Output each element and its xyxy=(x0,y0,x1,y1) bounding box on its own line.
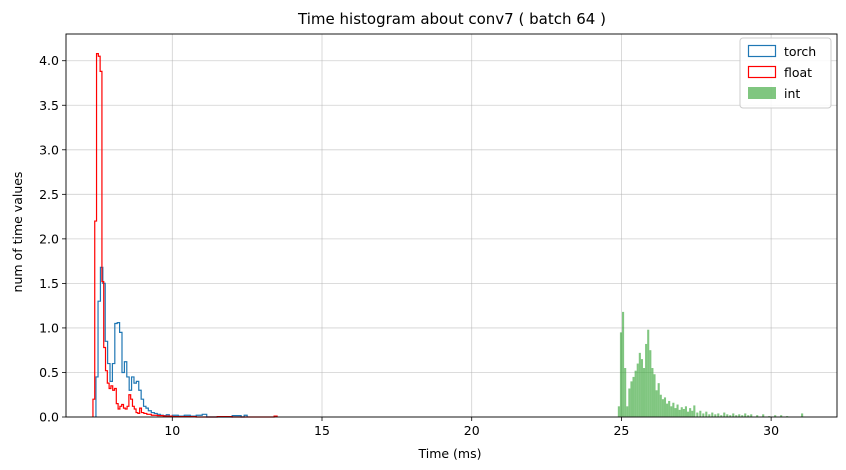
int-bar xyxy=(640,359,643,417)
int-bar xyxy=(741,415,744,417)
int-bar xyxy=(680,407,683,417)
x-tick-label: 20 xyxy=(464,423,480,438)
y-tick-label: 3.0 xyxy=(39,142,59,157)
y-tick-label: 0.5 xyxy=(39,365,59,380)
int-bar xyxy=(738,414,741,417)
int-bar xyxy=(684,406,687,417)
int-bar xyxy=(744,413,747,417)
int-bar xyxy=(668,400,671,417)
y-tick-label: 4.0 xyxy=(39,53,59,68)
int-bar xyxy=(647,329,650,417)
int-bar xyxy=(663,397,667,417)
int-bar xyxy=(649,350,652,417)
legend-label-float: float xyxy=(784,65,812,80)
float-step-line xyxy=(92,53,278,418)
int-bar xyxy=(636,363,639,417)
int-bar xyxy=(801,413,804,417)
int-bar xyxy=(717,413,720,417)
y-tick-label: 1.5 xyxy=(39,276,59,291)
y-tick-label: 1.0 xyxy=(39,320,59,335)
int-bar xyxy=(723,412,726,417)
int-bar xyxy=(622,311,625,417)
int-bar xyxy=(628,388,631,417)
int-bar xyxy=(750,414,753,417)
int-bar xyxy=(666,403,669,417)
y-tick-label: 0.0 xyxy=(39,410,59,425)
int-bar xyxy=(699,410,702,417)
int-bar xyxy=(617,406,620,417)
int-bar xyxy=(708,414,711,417)
int-bar xyxy=(720,415,723,417)
int-bar xyxy=(670,406,673,417)
int-bar xyxy=(676,404,679,417)
int-bar xyxy=(634,370,637,417)
y-tick-label: 3.5 xyxy=(39,98,59,113)
x-axis-label: Time (ms) xyxy=(417,446,481,461)
int-bar xyxy=(682,408,685,417)
x-tick-label: 15 xyxy=(314,423,330,438)
int-bar xyxy=(672,402,675,417)
y-tick-label: 2.0 xyxy=(39,231,59,246)
int-bar xyxy=(630,381,633,417)
int-bar xyxy=(693,405,696,417)
int-bar xyxy=(756,415,759,417)
int-bar xyxy=(747,415,750,417)
x-tick-label: 25 xyxy=(613,423,629,438)
int-bar xyxy=(691,410,694,417)
int-bar xyxy=(655,390,658,417)
int-bar xyxy=(729,415,732,417)
int-bar xyxy=(619,332,623,417)
int-bar xyxy=(642,368,646,417)
legend-swatch-float xyxy=(747,65,777,79)
int-bar xyxy=(705,411,708,417)
grid-lines xyxy=(66,34,837,418)
plot-area-frame xyxy=(65,33,838,418)
torch-step-line xyxy=(95,266,248,418)
y-axis-label: num of time values xyxy=(10,172,25,293)
int-bar xyxy=(780,415,783,417)
int-bar xyxy=(696,412,699,417)
int-series-bars xyxy=(617,311,804,417)
int-bar xyxy=(653,374,656,417)
chart-title: Time histogram about conv7 ( batch 64 ) xyxy=(297,10,606,28)
int-bar xyxy=(624,368,627,417)
legend: torch float int xyxy=(739,37,832,109)
legend-label-torch: torch xyxy=(784,44,816,59)
int-bar xyxy=(732,413,735,417)
y-tick-label: 2.5 xyxy=(39,187,59,202)
legend-swatch-torch xyxy=(747,44,777,58)
step-series-lines xyxy=(92,53,278,418)
int-bar xyxy=(626,406,629,417)
x-tick-label: 30 xyxy=(763,423,779,438)
int-bar xyxy=(714,414,717,417)
legend-swatch-int xyxy=(748,87,776,99)
int-bar xyxy=(774,415,777,417)
int-bar xyxy=(711,412,714,417)
int-bar xyxy=(638,352,641,417)
int-bar xyxy=(674,408,677,417)
x-tick-label: 10 xyxy=(164,423,180,438)
int-bar xyxy=(762,414,765,417)
int-bar xyxy=(651,368,654,417)
int-bar xyxy=(686,411,690,417)
int-bar xyxy=(659,394,662,417)
int-bar xyxy=(702,413,705,417)
int-bar xyxy=(678,409,681,417)
int-bar xyxy=(661,399,664,417)
y-axis-ticks: 0.0 0.5 1.0 1.5 2.0 2.5 3.0 3.5 4.0 xyxy=(39,53,66,425)
int-bar xyxy=(689,408,692,417)
int-bar xyxy=(632,376,635,417)
x-axis-ticks: 10 15 20 25 30 xyxy=(164,417,779,438)
int-bar xyxy=(645,343,648,417)
legend-label-int: int xyxy=(784,86,800,101)
int-bar xyxy=(726,414,729,417)
int-bar xyxy=(657,383,660,417)
int-bar xyxy=(735,415,738,417)
